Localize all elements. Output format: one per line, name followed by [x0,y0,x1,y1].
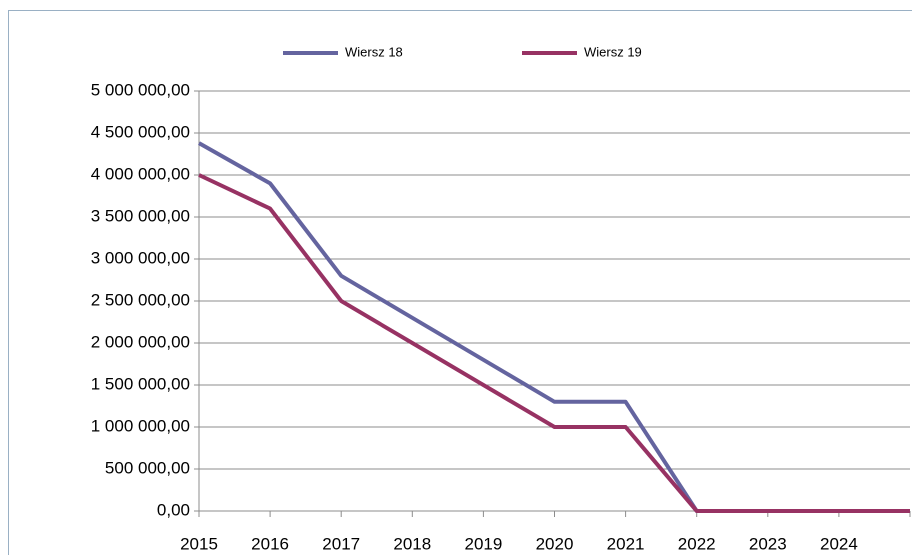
x-tick-label: 2019 [464,534,502,553]
y-tick-label: 4 000 000,00 [91,164,190,183]
y-tick-label: 5 000 000,00 [91,80,190,99]
x-tick-label: 2016 [251,534,289,553]
y-tick-label: 500 000,00 [105,458,190,477]
x-tick-label: 2022 [678,534,716,553]
legend-label: Wiersz 18 [345,44,403,59]
x-tick-label: 2024 [820,534,858,553]
y-tick-label: 1 000 000,00 [91,416,190,435]
x-tick-label: 2020 [536,534,574,553]
y-tick-label: 3 000 000,00 [91,248,190,267]
y-tick-label: 3 500 000,00 [91,206,190,225]
y-tick-label: 1 500 000,00 [91,374,190,393]
legend-label: Wiersz 19 [584,44,642,59]
y-tick-label: 2 500 000,00 [91,290,190,309]
chart-frame [8,10,912,555]
x-tick-label: 2017 [322,534,360,553]
x-tick-label: 2015 [180,534,218,553]
y-tick-label: 2 000 000,00 [91,332,190,351]
y-tick-label: 4 500 000,00 [91,122,190,141]
y-tick-label: 0,00 [157,500,190,519]
series-line [198,173,910,513]
x-tick-label: 2023 [749,534,787,553]
x-tick-label: 2018 [393,534,431,553]
x-tick-label: 2021 [607,534,645,553]
